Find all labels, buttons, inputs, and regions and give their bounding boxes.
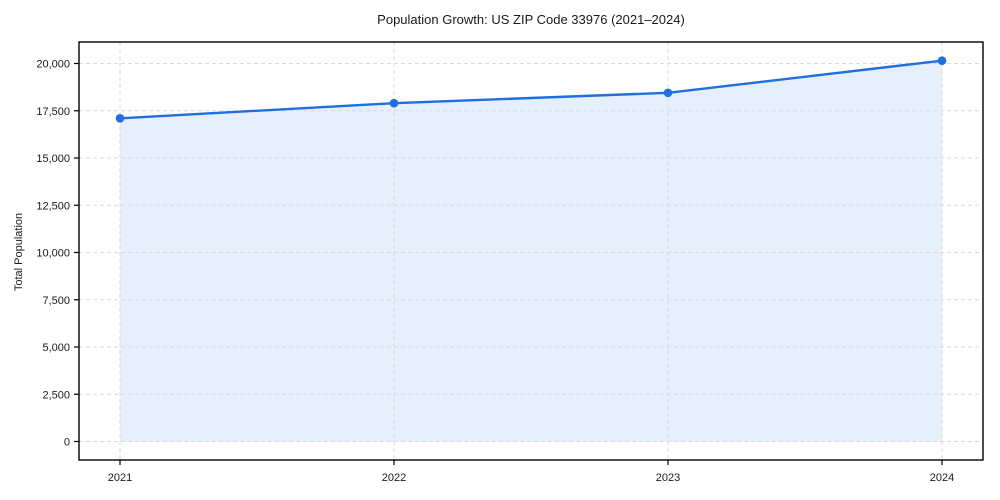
y-tick-label: 15,000 [36, 153, 70, 165]
y-tick-label: 7,500 [42, 295, 70, 307]
y-tick-label: 0 [64, 437, 70, 449]
y-tick-label: 12,500 [36, 200, 70, 212]
series-line [118, 59, 944, 120]
y-tick-label: 20,000 [36, 59, 70, 71]
x-tick-label: 2022 [382, 472, 406, 484]
area-fill [120, 60, 942, 442]
data-point [389, 98, 399, 108]
x-tick-label: 2023 [656, 472, 680, 484]
y-tick-label: 2,500 [42, 389, 70, 401]
data-point [115, 114, 125, 123]
y-axis-label: Total Population [13, 212, 25, 292]
y-tick-label: 17,500 [36, 106, 70, 118]
y-tick-label: 5,000 [42, 342, 70, 354]
data-point [937, 56, 947, 65]
x-tick-label: 2024 [930, 472, 954, 484]
x-tick-label: 2021 [108, 472, 132, 484]
axis-frame [78, 41, 984, 461]
chart-title: Population Growth: US ZIP Code 33976 (20… [377, 12, 685, 27]
data-point [663, 88, 673, 98]
y-tick-label: 10,000 [36, 248, 70, 260]
